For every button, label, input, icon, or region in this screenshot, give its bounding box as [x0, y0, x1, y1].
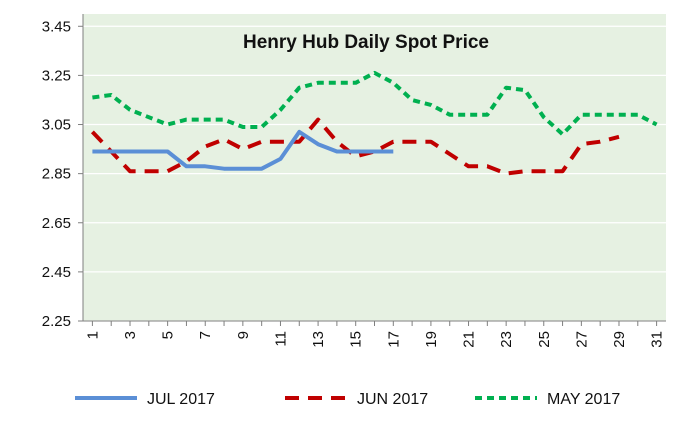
x-tick-label: 29	[611, 331, 628, 348]
x-tick-label: 19	[423, 331, 440, 348]
x-axis-ticks: 1 3 5 7 9 11 13 15 17 19 21 23 25 27 29 31	[84, 321, 666, 348]
x-tick-label: 17	[385, 331, 402, 348]
y-tick-label: 2.85	[42, 166, 71, 183]
y-tick-label: 2.65	[42, 215, 71, 232]
x-tick-label: 15	[348, 331, 365, 348]
y-axis-ticks: 2.25 2.45 2.65 2.85 3.05 3.25 3.45	[42, 18, 83, 330]
y-tick-label: 3.25	[42, 67, 71, 84]
x-tick-label: 1	[84, 331, 101, 339]
x-tick-label: 9	[235, 331, 252, 339]
y-tick-label: 3.05	[42, 117, 71, 134]
x-tick-label: 7	[197, 331, 214, 339]
x-tick-label: 23	[498, 331, 515, 348]
x-tick-label: 11	[272, 331, 289, 347]
chart-title: Henry Hub Daily Spot Price	[243, 32, 489, 53]
x-tick-label: 21	[461, 331, 478, 348]
series-line-jul-2017	[92, 129, 394, 171]
y-tick-label: 2.45	[42, 264, 71, 281]
x-tick-label: 13	[310, 331, 327, 348]
y-tick-label: 2.25	[42, 313, 71, 330]
x-tick-label: 27	[573, 331, 590, 348]
x-tick-label: 25	[536, 331, 553, 348]
x-tick-label: 3	[122, 331, 139, 339]
legend: JUL 2017 JUN 2017 MAY 2017	[75, 391, 620, 408]
series-lines	[90, 70, 658, 176]
series-line-may-2017	[92, 70, 658, 137]
plot-area	[83, 14, 666, 321]
x-tick-label: 31	[649, 331, 666, 348]
legend-label: JUL 2017	[147, 391, 215, 408]
legend-label: JUN 2017	[357, 391, 428, 408]
legend-label: MAY 2017	[547, 391, 620, 408]
x-tick-label: 5	[160, 331, 177, 339]
y-tick-label: 3.45	[42, 18, 71, 35]
